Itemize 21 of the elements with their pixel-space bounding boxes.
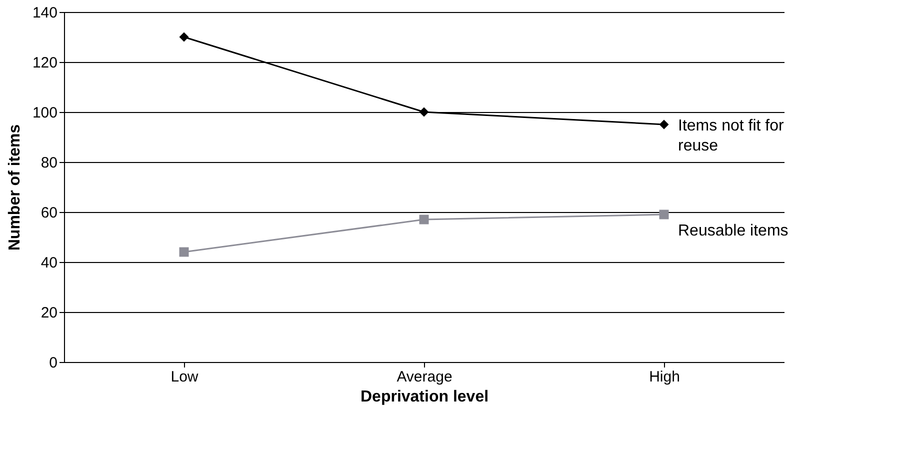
point (179, 247, 189, 257)
point (179, 32, 189, 42)
point (659, 120, 669, 130)
point (419, 214, 429, 224)
y-tick-label: 60 (40, 204, 58, 222)
y-tick-label: 20 (40, 304, 58, 322)
series-label: Reusable items (678, 222, 788, 240)
point (419, 107, 429, 117)
point (659, 210, 669, 220)
x-tick-label: Average (396, 368, 452, 386)
y-tick-label: 140 (32, 4, 58, 22)
x-tick-label: High (649, 368, 680, 386)
x-axis-title: Deprivation level (360, 388, 489, 406)
y-tick-label: 120 (32, 54, 58, 72)
y-axis-title: Number of items (6, 124, 24, 251)
y-tick-label: 40 (40, 254, 58, 272)
y-tick-label: 80 (40, 154, 58, 172)
y-tick-label: 100 (32, 104, 58, 122)
x-tick-label: Low (170, 368, 198, 386)
y-tick-label: 0 (49, 354, 58, 372)
series-label: Items not fit for reuse (678, 118, 784, 154)
